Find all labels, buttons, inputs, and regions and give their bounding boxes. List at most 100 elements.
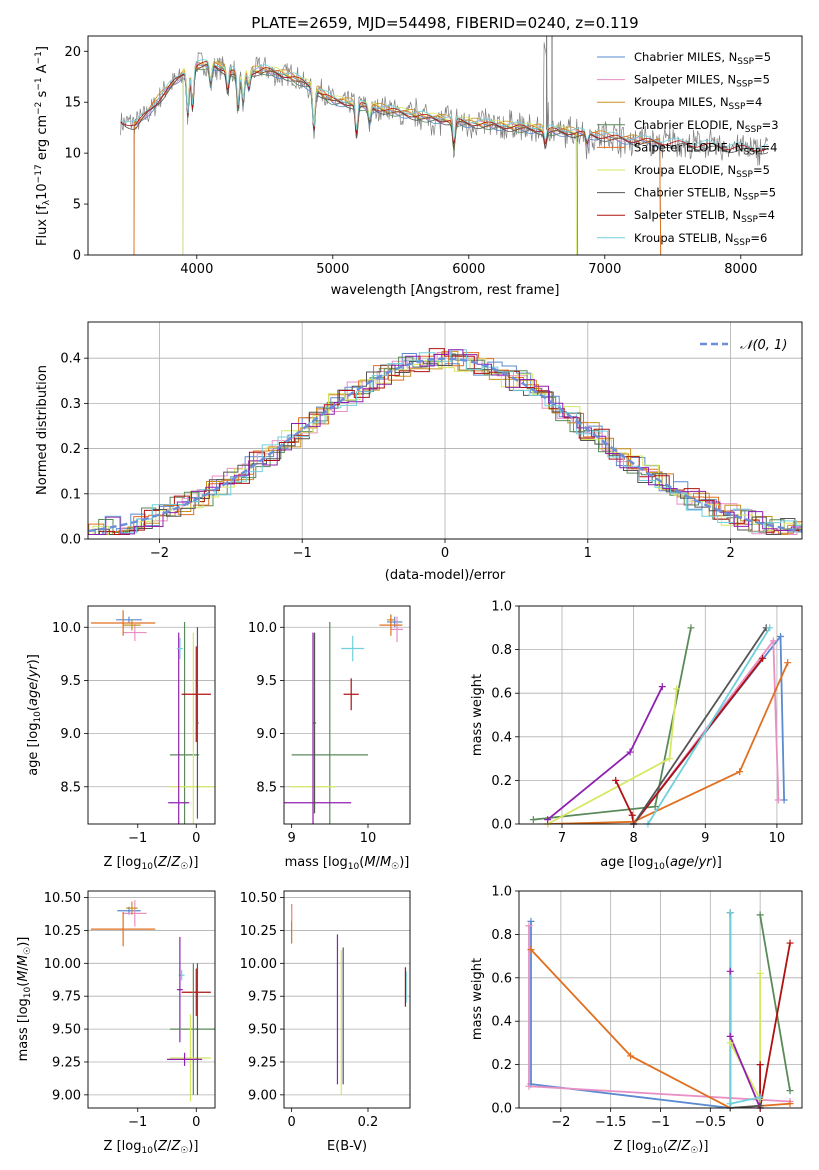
plot-area: [284, 614, 404, 824]
y-tick-label: 8.5: [256, 780, 277, 795]
y-tick-label: 0.0: [491, 818, 512, 833]
model-line-chabrier-stelib: [120, 63, 769, 155]
y-tick-label: 0.8: [491, 643, 512, 658]
axes-frame: [87, 321, 803, 540]
legend: Chabrier MILES, NSSP=5 Salpeter MILES, NS…: [597, 50, 779, 248]
weight-marker: [687, 624, 695, 632]
x-tick-label: 0: [441, 546, 449, 561]
y-tick-label: 10.50: [240, 891, 277, 906]
histogram-step-line: [88, 348, 802, 535]
weight-marker: [726, 1032, 734, 1040]
histogram-step-line: [88, 349, 802, 535]
chart-residuals: −2 −1 0 1 2 0.0 0.1 0.2 0.3 0.4 (data-model)/error…: [35, 321, 803, 583]
y-tick-label: 10: [64, 147, 81, 162]
y-tick-label: 10.0: [52, 621, 81, 636]
x-tick-label: 5000: [316, 262, 349, 277]
y-tick-label: 0.4: [491, 730, 512, 745]
plot-area: [120, 36, 769, 255]
y-tick-label: 0.2: [60, 442, 81, 457]
model-line-chabrier-miles: [133, 64, 662, 255]
x-tick-label: 2: [726, 546, 734, 561]
plot-area: [90, 610, 215, 824]
y-tick-label: 9.0: [256, 727, 277, 742]
weight-marker: [529, 816, 537, 824]
weight-marker: [766, 624, 774, 632]
y-axis-label: age [log10(age/yr)]: [26, 654, 43, 776]
y-tick-label: 15: [64, 96, 81, 111]
weight-marker: [527, 946, 535, 954]
histogram-step-line: [88, 350, 802, 535]
y-tick-label: 9.50: [248, 1023, 277, 1038]
x-tick-label: −1: [128, 1115, 147, 1130]
y-tick-label: 0.4: [491, 1015, 512, 1030]
model-line-salpeter-elodie: [133, 62, 662, 255]
weight-marker: [756, 1061, 764, 1069]
x-tick-label: 0: [756, 1115, 764, 1130]
plot-area: [291, 904, 407, 1095]
weight-marker: [756, 1093, 764, 1101]
y-tick-label: 1.0: [491, 600, 512, 615]
chart-weight_vs_Z: −2 −1.5 −1 −0.5 0 0.0 0.2 0.4 0.6 0.8 1.0 Z [log10(…: [470, 885, 803, 1156]
legend-label: Kroupa STELIB, NSSP=6: [634, 231, 767, 248]
weight-line: [729, 912, 761, 1108]
y-tick-label: 9.75: [52, 990, 81, 1005]
weight-marker: [759, 654, 767, 662]
weight-line: [614, 657, 764, 824]
x-axis-label: mass [log10(M/M☉)]: [285, 855, 410, 872]
weight-line: [729, 912, 761, 1105]
x-tick-label: 0: [192, 831, 200, 846]
y-tick-label: 10.00: [44, 957, 81, 972]
y-axis-label: Normed distribution: [35, 365, 50, 495]
chart-age_vs_Z: −1 0 8.5 9.0 9.5 10.0 Z [log10(Z/Z☉)] age [log1…: [26, 605, 216, 872]
model-line-salpeter-stelib: [120, 61, 769, 152]
weight-marker: [726, 967, 734, 975]
plot-area: [528, 912, 791, 1108]
y-tick-label: 0.1: [60, 487, 81, 502]
y-tick-label: 0.6: [491, 971, 512, 986]
x-tick-label: 0: [192, 1115, 200, 1130]
y-tick-label: 0.4: [60, 352, 81, 367]
y-tick-label: 1.0: [491, 885, 512, 900]
legend-label: Chabrier MILES, NSSP=5: [634, 50, 771, 67]
x-tick-label: 4000: [180, 262, 213, 277]
weight-line: [759, 942, 791, 1108]
chart-mass_vs_Z: −1 0 9.00 9.25 9.50 9.75 10.00 10.25 10.50 Z [log…: [16, 890, 216, 1156]
axes-frame: [87, 35, 803, 256]
histogram-step-line: [88, 353, 802, 535]
weight-line: [533, 627, 692, 821]
weight-marker: [726, 909, 734, 917]
axes-frame: [283, 890, 411, 1109]
x-axis-label: Z [log10(Z/Z☉)]: [614, 1139, 709, 1156]
model-line-kroupa-miles: [133, 61, 662, 255]
weight-marker: [784, 659, 792, 667]
figure-title: PLATE=2659, MJD=54498, FIBERID=0240, z=0…: [251, 14, 638, 32]
x-tick-label: 0.2: [358, 1115, 379, 1130]
weight-marker: [774, 796, 782, 804]
x-axis-label: age [log10(age/yr)]: [600, 855, 722, 872]
weight-marker: [673, 685, 681, 693]
model-line-salpeter-miles: [133, 62, 662, 255]
y-tick-label: 0.0: [491, 1102, 512, 1117]
weight-marker: [726, 1100, 734, 1108]
x-tick-label: 9: [701, 831, 709, 846]
weight-marker: [544, 816, 552, 824]
model-line-kroupa-elodie: [182, 59, 577, 255]
weight-marker: [769, 637, 777, 645]
y-tick-label: 8.5: [60, 780, 81, 795]
x-tick-label: −1: [128, 831, 147, 846]
y-tick-label: 0: [73, 249, 81, 264]
weight-marker: [525, 1082, 533, 1090]
weight-marker: [626, 748, 634, 756]
weight-marker: [651, 803, 659, 811]
x-axis-label: wavelength [Angstrom, rest frame]: [331, 283, 560, 298]
weight-marker: [525, 922, 533, 930]
weight-marker: [786, 939, 794, 947]
weight-line: [647, 627, 771, 824]
y-tick-label: 0.2: [491, 1058, 512, 1073]
y-axis-label: mass weight: [470, 958, 485, 1040]
legend-label: Kroupa MILES, NSSP=4: [634, 95, 762, 112]
weight-line: [632, 627, 767, 824]
x-tick-label: 10: [769, 831, 786, 846]
axes-frame: [87, 890, 216, 1109]
